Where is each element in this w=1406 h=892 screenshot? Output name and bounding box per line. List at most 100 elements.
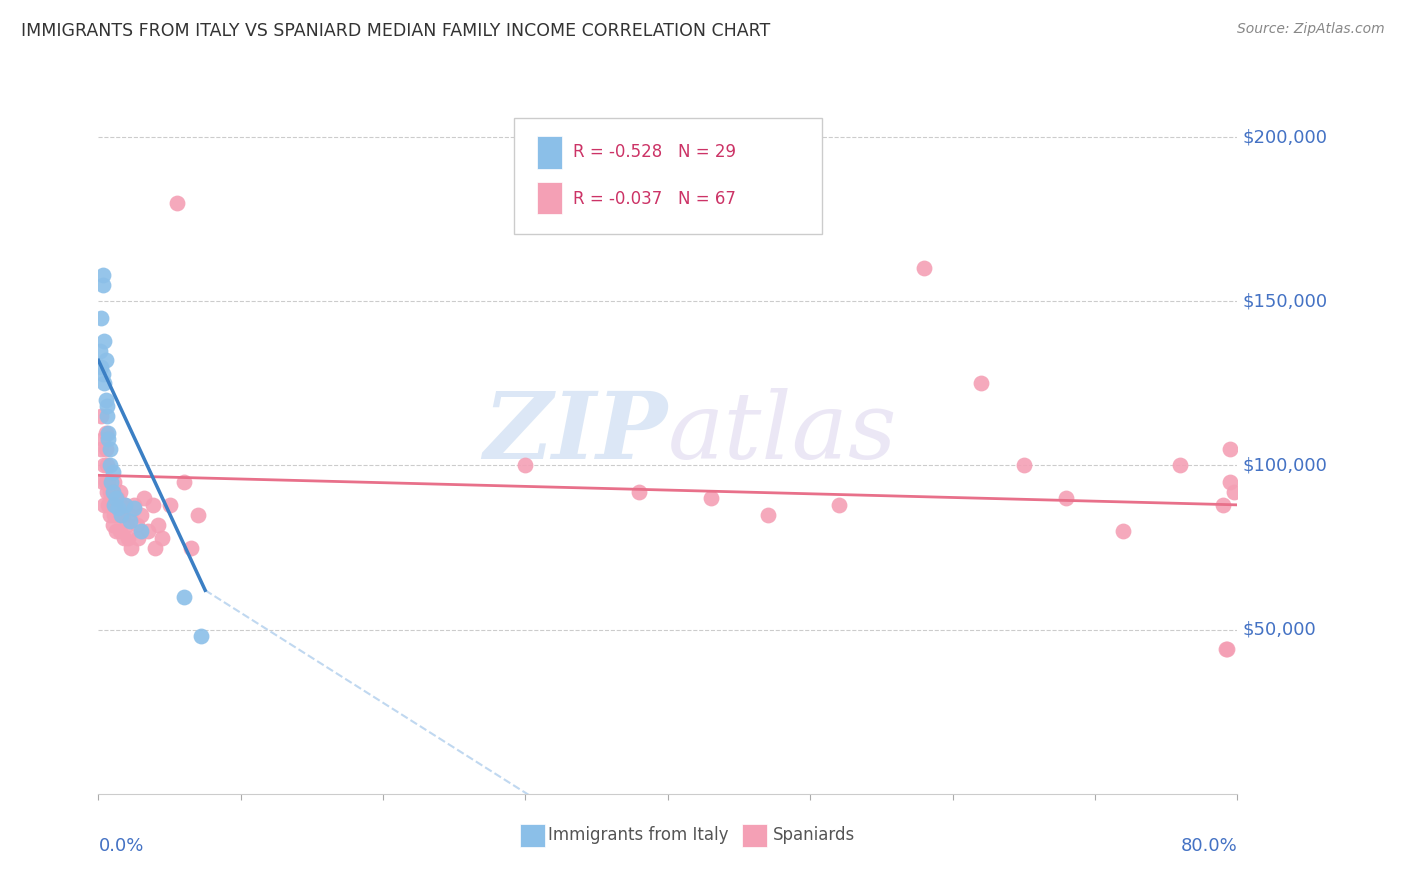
Point bbox=[173, 590, 195, 604]
Point bbox=[112, 531, 135, 545]
Point bbox=[136, 524, 159, 538]
Point bbox=[117, 531, 139, 545]
Point bbox=[1219, 475, 1241, 489]
Point bbox=[108, 484, 131, 499]
Point bbox=[94, 392, 117, 407]
Point bbox=[90, 359, 112, 374]
Bar bbox=[520, 823, 546, 847]
Point bbox=[104, 491, 127, 506]
Point bbox=[152, 531, 174, 545]
Point bbox=[1223, 484, 1246, 499]
Point bbox=[129, 508, 152, 522]
Point bbox=[101, 517, 124, 532]
Text: $100,000: $100,000 bbox=[1243, 457, 1327, 475]
Point bbox=[159, 498, 181, 512]
Point bbox=[105, 491, 128, 506]
Point bbox=[91, 475, 114, 489]
Point bbox=[145, 541, 167, 555]
Point bbox=[127, 531, 149, 545]
Point bbox=[90, 442, 112, 456]
FancyBboxPatch shape bbox=[515, 119, 821, 234]
Text: 80.0%: 80.0% bbox=[1181, 838, 1237, 855]
Point bbox=[828, 498, 851, 512]
Point bbox=[912, 261, 935, 276]
Text: $50,000: $50,000 bbox=[1243, 621, 1317, 639]
Point bbox=[699, 491, 721, 506]
Text: Immigrants from Italy: Immigrants from Italy bbox=[548, 826, 728, 844]
Point bbox=[115, 517, 138, 532]
Point bbox=[122, 501, 145, 516]
Point bbox=[107, 501, 129, 516]
Point bbox=[122, 498, 145, 512]
Point bbox=[1056, 491, 1078, 506]
Point bbox=[180, 541, 202, 555]
Point bbox=[1170, 458, 1192, 473]
Point bbox=[103, 508, 125, 522]
Point bbox=[96, 458, 118, 473]
Bar bbox=[742, 823, 766, 847]
Text: Spaniards: Spaniards bbox=[773, 826, 855, 844]
Point bbox=[97, 498, 120, 512]
Point bbox=[166, 195, 188, 210]
Point bbox=[104, 524, 127, 538]
Point bbox=[173, 475, 195, 489]
Point bbox=[96, 484, 118, 499]
Text: R = -0.037   N = 67: R = -0.037 N = 67 bbox=[574, 189, 737, 208]
Text: $200,000: $200,000 bbox=[1243, 128, 1329, 146]
Point bbox=[90, 310, 112, 325]
Point bbox=[104, 498, 127, 512]
Point bbox=[118, 508, 141, 522]
Point bbox=[141, 498, 163, 512]
Point bbox=[100, 498, 122, 512]
Point bbox=[1219, 442, 1241, 456]
Point bbox=[97, 432, 120, 446]
Point bbox=[114, 498, 136, 512]
Text: ZIP: ZIP bbox=[484, 388, 668, 477]
Point bbox=[98, 458, 121, 473]
Point bbox=[1212, 498, 1234, 512]
Point bbox=[103, 475, 125, 489]
Point bbox=[91, 268, 114, 282]
Point bbox=[98, 508, 121, 522]
Point bbox=[94, 353, 117, 368]
Point bbox=[94, 475, 117, 489]
Point bbox=[110, 498, 132, 512]
Point bbox=[107, 508, 129, 522]
Point bbox=[129, 524, 152, 538]
Point bbox=[100, 491, 122, 506]
Point bbox=[94, 442, 117, 456]
Point bbox=[132, 491, 155, 506]
Bar bbox=[537, 182, 562, 214]
Point bbox=[96, 400, 118, 414]
Point bbox=[118, 514, 141, 528]
Point bbox=[111, 508, 134, 522]
Point bbox=[190, 629, 212, 643]
Text: atlas: atlas bbox=[668, 388, 897, 477]
Point bbox=[148, 517, 170, 532]
Text: Source: ZipAtlas.com: Source: ZipAtlas.com bbox=[1237, 22, 1385, 37]
Point bbox=[1215, 642, 1237, 657]
Point bbox=[114, 498, 136, 512]
Point bbox=[91, 277, 114, 292]
Point bbox=[1216, 642, 1239, 657]
Point bbox=[756, 508, 779, 522]
Point bbox=[97, 425, 120, 440]
Point bbox=[101, 484, 124, 499]
Text: $150,000: $150,000 bbox=[1243, 293, 1329, 310]
Point bbox=[98, 484, 121, 499]
Point bbox=[98, 442, 121, 456]
Point bbox=[120, 541, 142, 555]
Point bbox=[628, 484, 651, 499]
Point bbox=[97, 475, 120, 489]
Point bbox=[110, 508, 132, 522]
Point bbox=[101, 465, 124, 479]
Point bbox=[515, 458, 537, 473]
Point bbox=[90, 409, 112, 424]
Text: IMMIGRANTS FROM ITALY VS SPANIARD MEDIAN FAMILY INCOME CORRELATION CHART: IMMIGRANTS FROM ITALY VS SPANIARD MEDIAN… bbox=[21, 22, 770, 40]
Point bbox=[89, 343, 111, 358]
Point bbox=[125, 517, 148, 532]
Point bbox=[103, 498, 125, 512]
Point bbox=[93, 334, 115, 348]
Point bbox=[93, 376, 115, 391]
Point bbox=[187, 508, 209, 522]
